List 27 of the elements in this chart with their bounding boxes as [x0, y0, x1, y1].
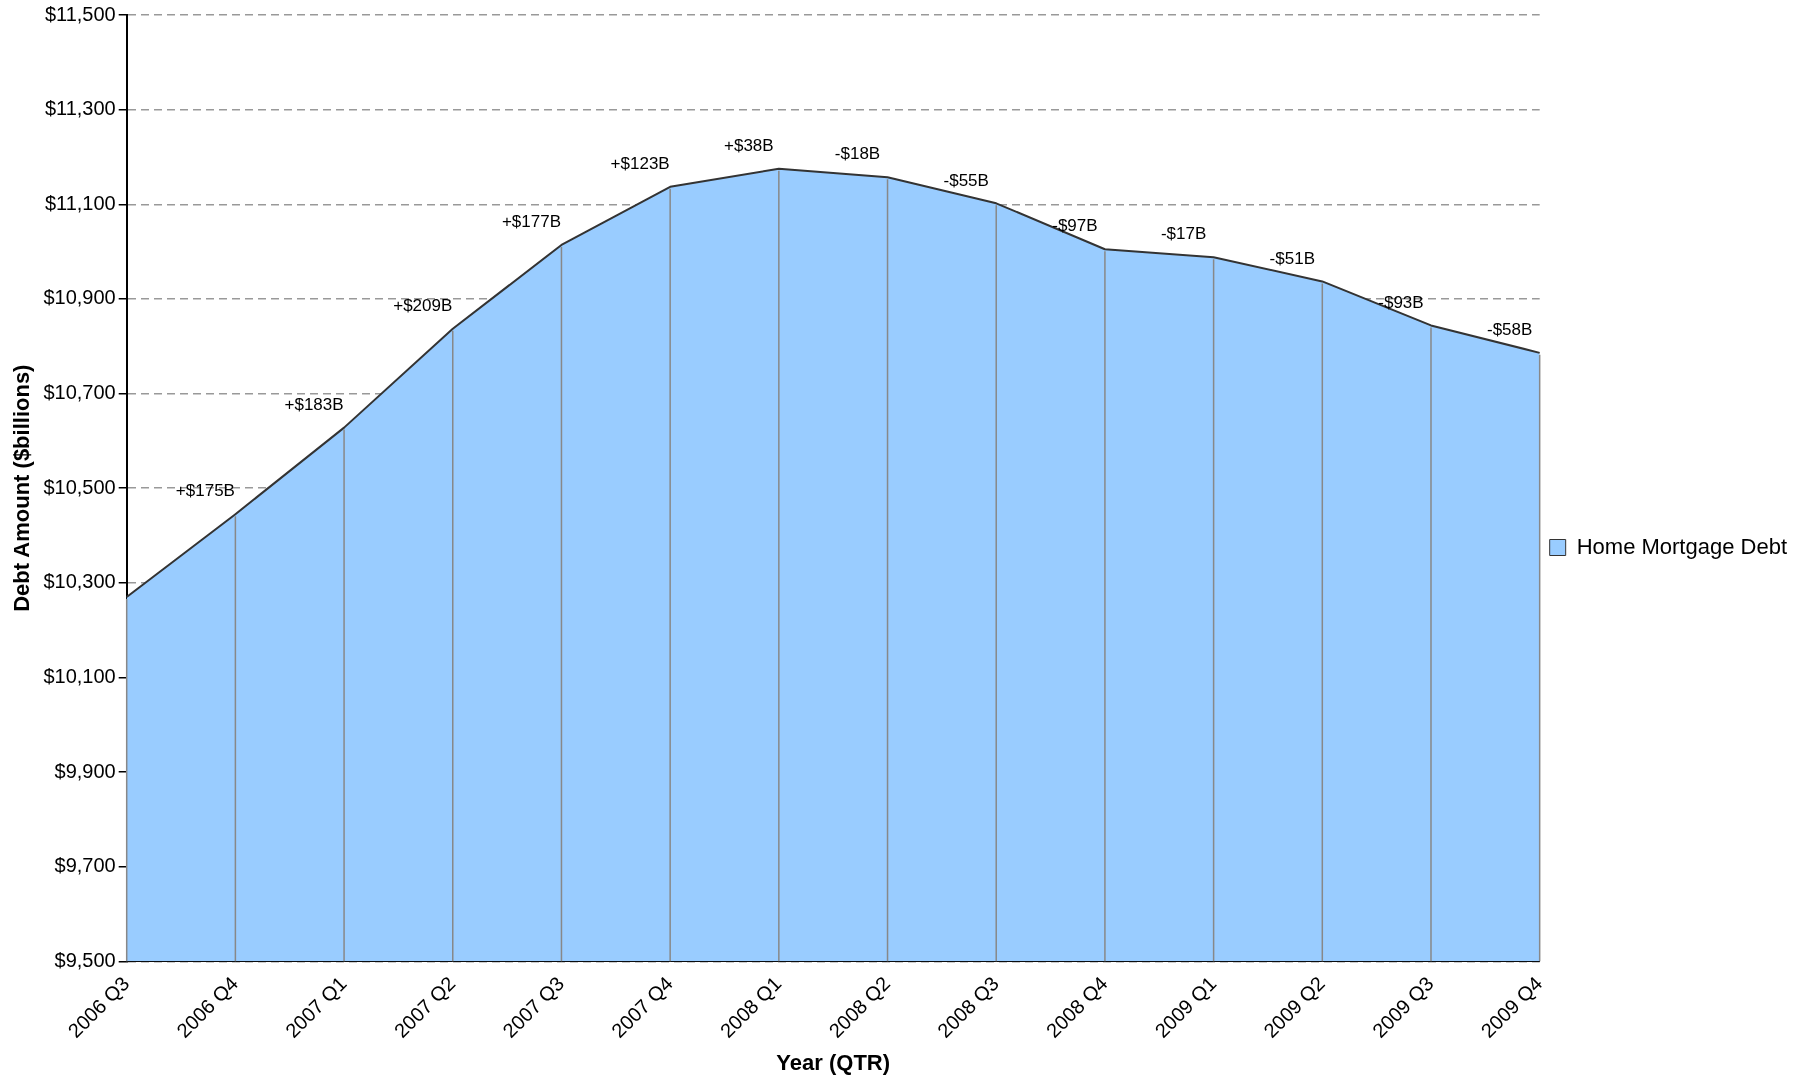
annotation: +$175B [175, 481, 235, 501]
annotation: +$177B [501, 212, 562, 232]
y-tick-label: $9,500 [54, 948, 116, 971]
annotation: -$18B [834, 144, 881, 164]
annotation: +$123B [610, 153, 670, 173]
y-tick-label: $10,500 [43, 475, 116, 498]
y-tick-label: $10,300 [43, 570, 116, 593]
annotation: +$183B [284, 394, 344, 414]
y-tick-label: $9,900 [54, 759, 116, 782]
legend-label: Home Mortgage Debt [1576, 533, 1788, 559]
annotation: -$55B [943, 170, 989, 190]
y-tick-label: $11,500 [44, 2, 116, 25]
y-axis-title: Debt Amount ($billions) [9, 364, 35, 612]
annotation: +$38B [724, 135, 774, 155]
y-tick-label: $9,700 [54, 854, 116, 877]
annotation: -$51B [1269, 248, 1315, 268]
y-tick-label: $10,900 [43, 286, 116, 309]
y-tick-label: $11,300 [44, 97, 116, 120]
y-tick-label: $10,700 [43, 381, 116, 404]
annotation: -$97B [1052, 216, 1098, 236]
annotation: -$17B [1160, 224, 1207, 244]
y-tick-label: $11,100 [44, 191, 116, 214]
x-axis-title: Year (QTR) [776, 1049, 891, 1075]
annotation: -$93B [1378, 292, 1424, 312]
annotation: -$58B [1486, 320, 1533, 340]
y-tick-label: $10,100 [43, 664, 116, 687]
annotation: +$209B [393, 295, 453, 315]
